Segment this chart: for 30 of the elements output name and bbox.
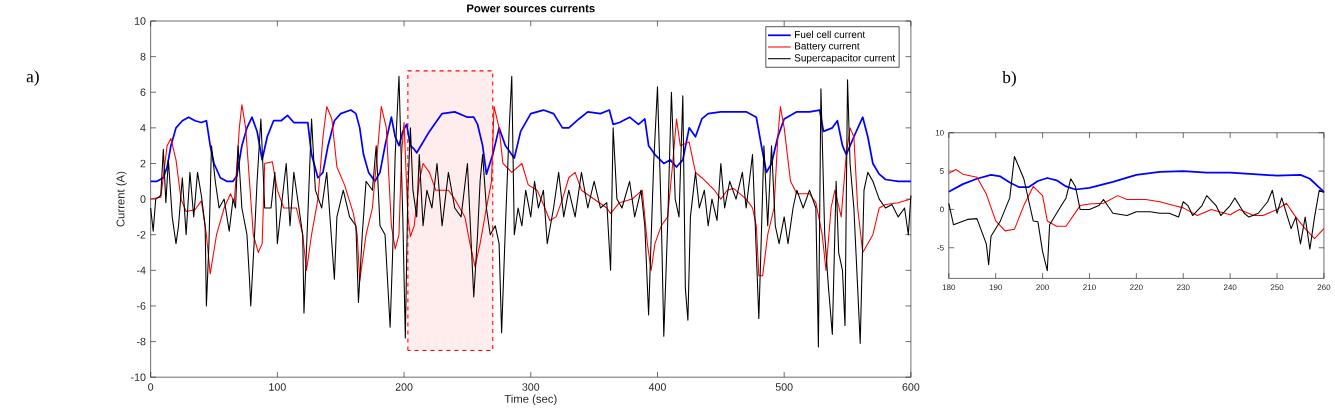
y-axis-title: Current (A) (116, 171, 127, 227)
y-tick-label: -4 (136, 266, 146, 274)
y-tick-label: 6 (140, 88, 146, 96)
text: a) (26, 70, 39, 86)
legend-label: Battery current (795, 42, 860, 52)
y-tick-label: 4 (140, 124, 146, 132)
y-tick-label: 2 (140, 159, 146, 168)
y-tick-label: -8 (136, 337, 146, 346)
x-tick-label: 0 (148, 383, 154, 391)
x-tick-label: 500 (775, 383, 793, 391)
x-tick-label: 600 (902, 383, 920, 391)
line-series (947, 170, 1325, 193)
y-tick-label: -2 (136, 230, 146, 239)
legend-label: Fuel cell current (795, 30, 866, 38)
x-tick-label: 300 (522, 383, 540, 391)
x-tick-label: 200 (395, 383, 413, 391)
x-tick-label: 400 (648, 383, 666, 391)
text: b) (1002, 70, 1016, 87)
y-tick-label: -6 (136, 302, 146, 310)
x-tick-label: 100 (269, 383, 286, 391)
y-tick-label: 10 (134, 17, 146, 25)
line-series (150, 75, 912, 348)
line-series (948, 155, 1325, 272)
y-tick-label: -10 (131, 373, 146, 381)
legend-label: Supercapacitor current (794, 54, 896, 64)
chart-title: Power sources currents (467, 4, 595, 13)
line-series (948, 168, 1325, 240)
x-axis-title: Time (sec) (504, 394, 557, 406)
y-tick-label: 0 (140, 195, 146, 203)
y-tick-label: 8 (140, 52, 146, 61)
